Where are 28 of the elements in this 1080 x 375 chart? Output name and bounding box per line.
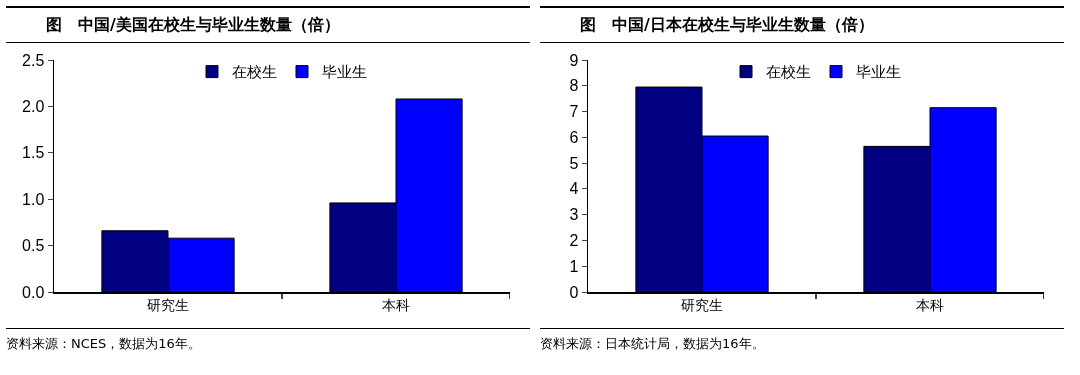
legend-label: 毕业生 [322, 63, 367, 82]
y-tick-label: 1 [569, 257, 579, 275]
y-tick-label: 3 [569, 206, 579, 224]
y-tick-label: 1.5 [22, 144, 45, 162]
y-tick-label: 5 [569, 154, 579, 172]
y-tick-label: 2.5 [22, 51, 45, 69]
legend-label: 毕业生 [856, 63, 901, 82]
chart-title: 图 中国/日本在校生与毕业生数量（倍） [540, 6, 1064, 43]
y-tick-label: 6 [569, 128, 579, 146]
x-tick-label: 本科 [916, 297, 944, 314]
x-tick-label: 本科 [382, 297, 410, 314]
y-tick-label: 2 [569, 232, 579, 250]
y-tick-label: 2.0 [22, 98, 45, 115]
text: 资料来源：日本统计局，数据为16年。 [540, 328, 1064, 361]
y-tick-label: 0.5 [22, 237, 45, 255]
legend-label: 在校生 [232, 63, 277, 82]
y-tick-label: 0.0 [22, 283, 45, 301]
y-tick-label: 1.0 [22, 190, 45, 208]
x-tick-label: 研究生 [681, 297, 723, 314]
y-tick-label: 8 [569, 77, 579, 95]
x-tick-label: 研究生 [147, 297, 189, 314]
chart-title: 图 中国/美国在校生与毕业生数量（倍） [6, 6, 530, 43]
y-tick-label: 4 [569, 180, 579, 198]
y-tick-label: 0 [569, 283, 579, 301]
legend-label: 在校生 [766, 63, 811, 82]
y-tick-label: 7 [569, 103, 579, 121]
y-tick-label: 9 [569, 51, 579, 69]
text: 资料来源：NCES，数据为16年。 [6, 328, 530, 361]
